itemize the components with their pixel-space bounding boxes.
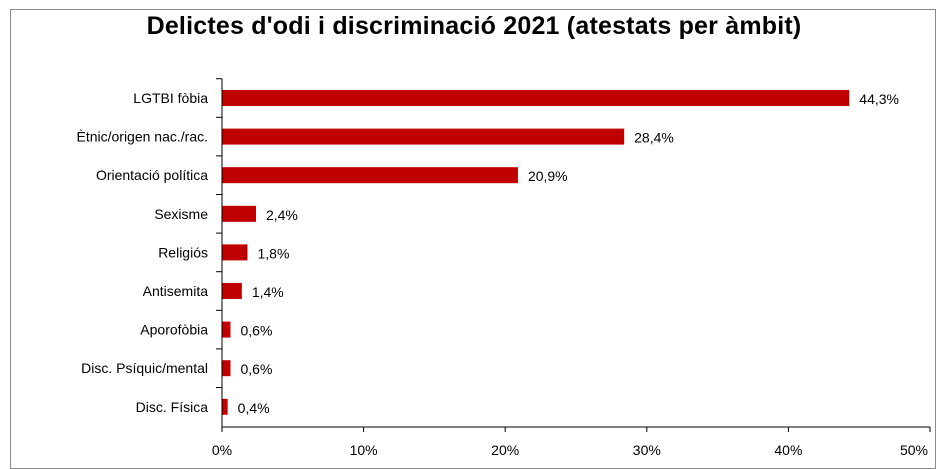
value-label-disc-psiquic-mental: 0,6% bbox=[240, 361, 272, 377]
category-label-disc-psiquic-mental: Disc. Psíquic/mental bbox=[81, 360, 208, 376]
category-label-etnic-origen-nac-rac: Ètnic/origen nac./rac. bbox=[76, 129, 208, 145]
x-tick-label: 30% bbox=[633, 442, 661, 458]
bar-disc-psiquic-mental bbox=[222, 360, 231, 377]
axes-layer: LGTBI fòbia 44,3% Ètnic/origen nac./rac. 28… bbox=[76, 78, 931, 458]
x-tick-label: 20% bbox=[491, 442, 519, 458]
bar-religios bbox=[222, 244, 248, 261]
value-label-lgtbi-fobia: 44,3% bbox=[859, 91, 899, 107]
category-label-religios: Religiós bbox=[158, 244, 208, 260]
category-label-orientacio-politica: Orientació política bbox=[96, 167, 208, 183]
value-label-orientacio-politica: 20,9% bbox=[528, 168, 568, 184]
category-label-disc-fisica: Disc. Física bbox=[136, 399, 209, 415]
value-label-sexisme: 2,4% bbox=[266, 207, 298, 223]
bar-aporofobia bbox=[222, 321, 231, 338]
chart-title: Delictes d'odi i discriminació 2021 (ate… bbox=[146, 12, 802, 40]
x-tick-label: 50% bbox=[900, 442, 928, 458]
category-label-lgtbi-fobia: LGTBI fòbia bbox=[133, 90, 208, 106]
value-label-disc-fisica: 0,4% bbox=[238, 400, 270, 416]
bars-layer bbox=[222, 90, 850, 415]
bar-etnic-origen-nac-rac bbox=[222, 128, 625, 145]
x-tick-label: 10% bbox=[350, 442, 378, 458]
bar-sexisme bbox=[222, 205, 256, 222]
bar-lgtbi-fobia bbox=[222, 90, 850, 106]
bar-disc-fisica bbox=[222, 398, 228, 415]
bar-antisemita bbox=[222, 283, 242, 299]
bar-orientacio-politica bbox=[222, 167, 518, 184]
category-label-antisemita: Antisemita bbox=[143, 283, 209, 299]
value-label-etnic-origen-nac-rac: 28,4% bbox=[634, 130, 674, 146]
x-tick-label: 0% bbox=[212, 442, 232, 458]
value-label-religios: 1,8% bbox=[257, 245, 289, 261]
category-label-sexisme: Sexisme bbox=[154, 206, 208, 222]
chart-frame bbox=[10, 9, 936, 469]
category-label-aporofobia: Aporofòbia bbox=[140, 322, 208, 338]
value-label-aporofobia: 0,6% bbox=[240, 323, 272, 339]
x-tick-label: 40% bbox=[774, 442, 802, 458]
value-label-antisemita: 1,4% bbox=[252, 284, 284, 300]
